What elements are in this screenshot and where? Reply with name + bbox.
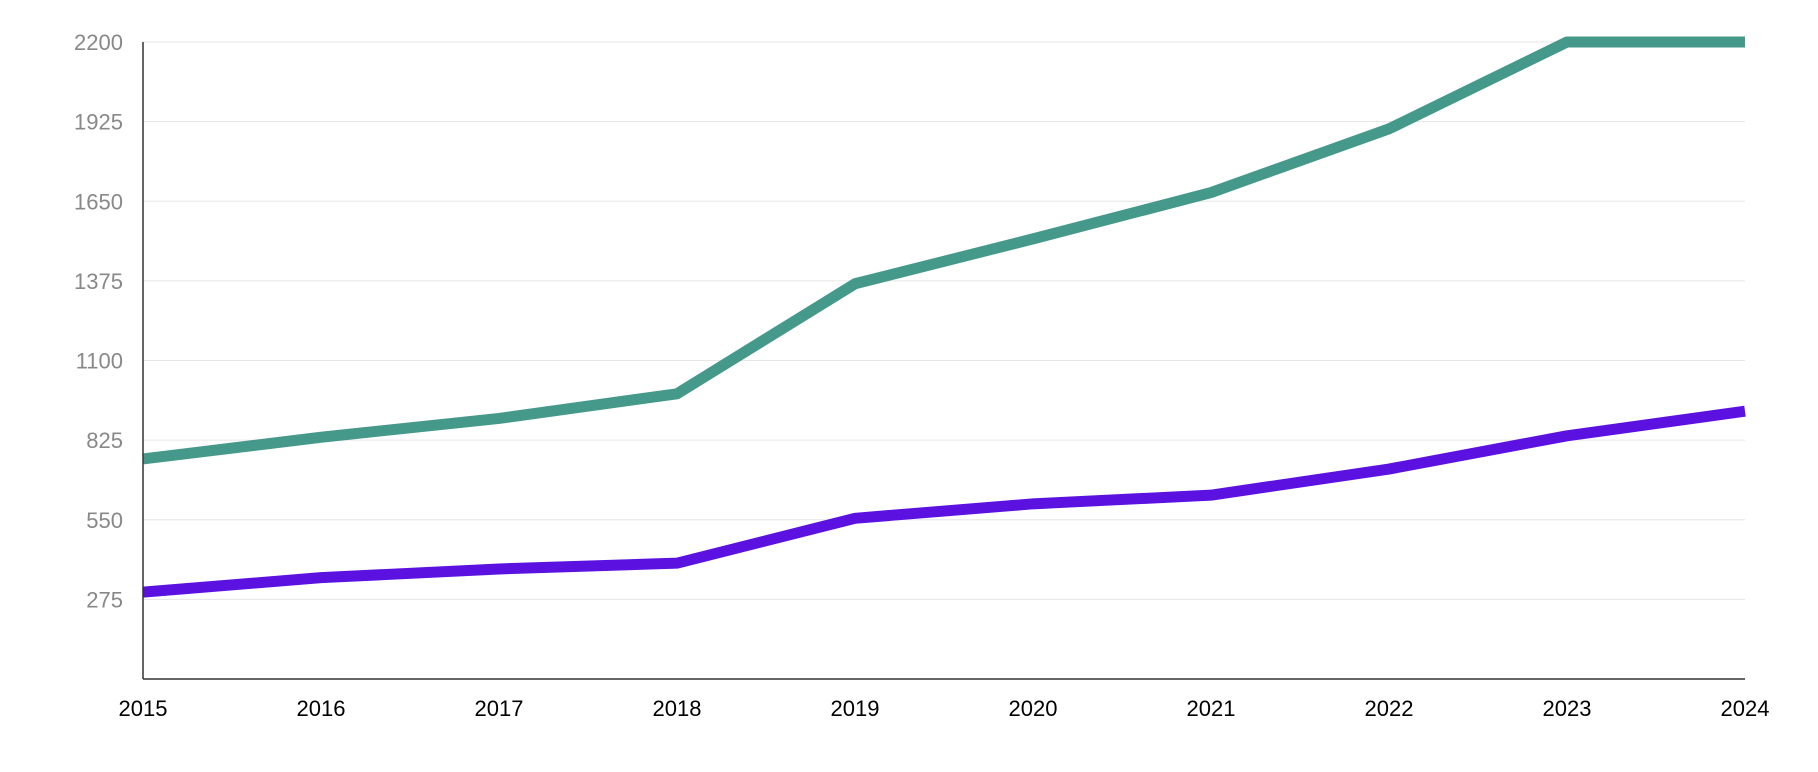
series-layer (142, 36, 1746, 598)
y-tick-label: 550 (86, 508, 123, 533)
x-tick-label: 2024 (1721, 696, 1770, 721)
x-tick-label: 2020 (1009, 696, 1058, 721)
y-tick-label: 1100 (76, 349, 123, 374)
x-tick-label: 2017 (475, 696, 524, 721)
series-line-2 (142, 405, 1746, 598)
x-tick-label: 2021 (1187, 696, 1236, 721)
x-tick-label: 2023 (1543, 696, 1592, 721)
x-tick-labels: 2015 2016 2017 2018 2019 2020 2021 2022 2023 2024 (119, 696, 1770, 721)
y-tick-label: 825 (86, 428, 123, 453)
x-tick-label: 2018 (653, 696, 702, 721)
y-tick-label: 1925 (74, 110, 123, 135)
x-tick-label: 2022 (1365, 696, 1414, 721)
y-tick-label: 1650 (74, 189, 123, 214)
grid-lines (143, 41, 1745, 600)
series-line-1 (142, 36, 1745, 465)
y-tick-labels: 275 550 825 1100 1375 1650 1925 2200 (74, 30, 123, 612)
x-tick-label: 2016 (297, 696, 346, 721)
y-tick-label: 275 (86, 587, 123, 612)
x-tick-label: 2015 (119, 696, 168, 721)
x-tick-label: 2019 (831, 696, 880, 721)
y-tick-label: 2200 (74, 30, 123, 55)
y-tick-label: 1375 (74, 269, 123, 294)
